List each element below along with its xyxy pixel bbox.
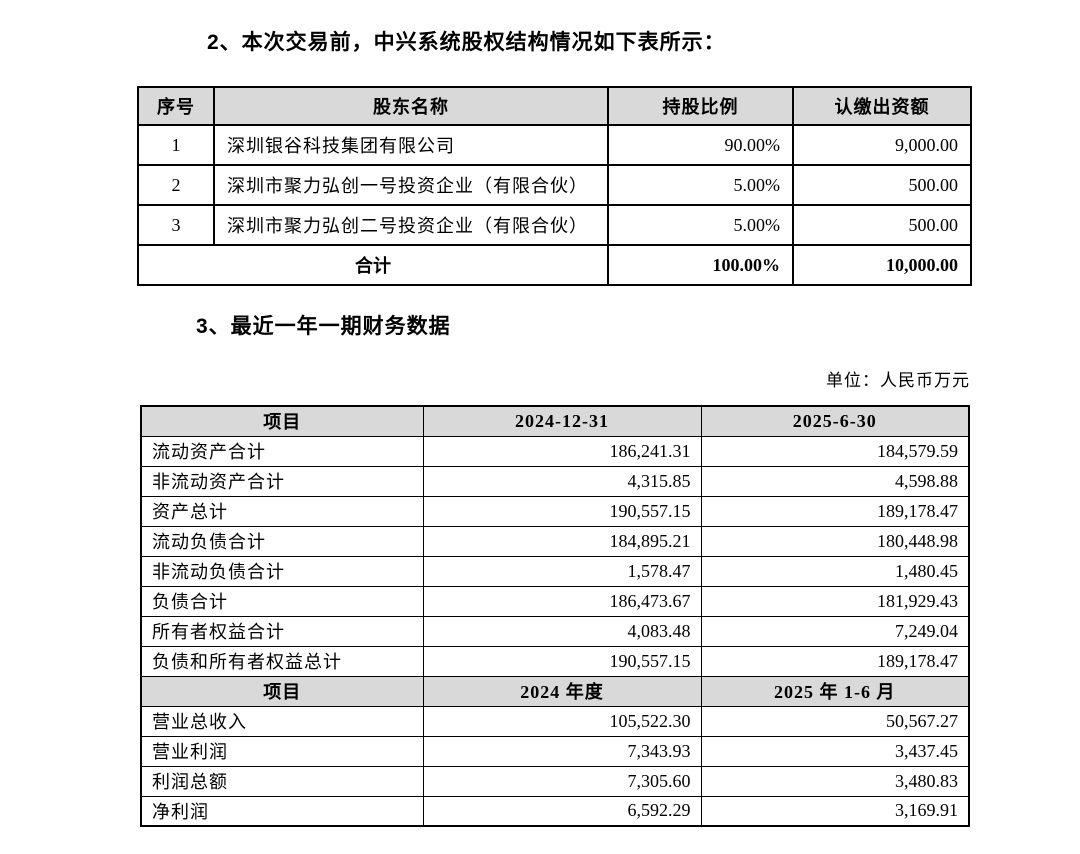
value-2025: 4,598.88 bbox=[700, 465, 970, 497]
item-label: 负债合计 bbox=[140, 585, 424, 617]
table-row: 利润总额 7,305.60 3,480.83 bbox=[140, 765, 970, 797]
capital-value: 500.00 bbox=[792, 164, 972, 206]
shareholder-name: 深圳市聚力弘创二号投资企业（有限合伙） bbox=[213, 204, 609, 246]
ratio-value: 90.00% bbox=[607, 124, 794, 166]
value-2025: 184,579.59 bbox=[700, 435, 970, 467]
value-2025: 189,178.47 bbox=[700, 495, 970, 527]
section-2-heading: 2、本次交易前，中兴系统股权结构情况如下表所示： bbox=[207, 31, 726, 54]
table-row: 非流动负债合计 1,578.47 1,480.45 bbox=[140, 555, 970, 587]
value-2025: 189,178.47 bbox=[700, 645, 970, 677]
value-2024: 7,343.93 bbox=[422, 735, 702, 767]
item-label: 净利润 bbox=[140, 795, 424, 827]
table-row: 营业总收入 105,522.30 50,567.27 bbox=[140, 705, 970, 737]
section-3-heading: 3、最近一年一期财务数据 bbox=[196, 315, 451, 338]
value-2025: 3,437.45 bbox=[700, 735, 970, 767]
value-2024: 7,305.60 bbox=[422, 765, 702, 797]
item-label: 流动资产合计 bbox=[140, 435, 424, 467]
column-header-item: 项目 bbox=[140, 675, 424, 707]
table-row: 负债和所有者权益总计 190,557.15 189,178.47 bbox=[140, 645, 970, 677]
column-header-item: 项目 bbox=[140, 405, 424, 437]
income-header-row: 项目 2024 年度 2025 年 1-6 月 bbox=[140, 675, 970, 707]
table-row: 负债合计 186,473.67 181,929.43 bbox=[140, 585, 970, 617]
column-header-2025-h1: 2025 年 1-6 月 bbox=[700, 675, 970, 707]
capital-value: 9,000.00 bbox=[792, 124, 972, 166]
table-row: 流动负债合计 184,895.21 180,448.98 bbox=[140, 525, 970, 557]
shareholder-name: 深圳市聚力弘创一号投资企业（有限合伙） bbox=[213, 164, 609, 206]
table-row: 所有者权益合计 4,083.48 7,249.04 bbox=[140, 615, 970, 647]
table-row: 1 深圳银谷科技集团有限公司 90.00% 9,000.00 bbox=[137, 124, 972, 166]
value-2024: 4,083.48 bbox=[422, 615, 702, 647]
item-label: 所有者权益合计 bbox=[140, 615, 424, 647]
value-2024: 1,578.47 bbox=[422, 555, 702, 587]
value-2025: 3,169.91 bbox=[700, 795, 970, 827]
financial-data-table: 项目 2024-12-31 2025-6-30 流动资产合计 186,241.3… bbox=[140, 405, 970, 827]
value-2025: 1,480.45 bbox=[700, 555, 970, 587]
total-row: 合计 100.00% 10,000.00 bbox=[137, 244, 972, 286]
value-2025: 181,929.43 bbox=[700, 585, 970, 617]
table-row: 营业利润 7,343.93 3,437.45 bbox=[140, 735, 970, 767]
table-row: 流动资产合计 186,241.31 184,579.59 bbox=[140, 435, 970, 467]
shareholder-structure-table: 序号 股东名称 持股比例 认缴出资额 1 深圳银谷科技集团有限公司 90.00%… bbox=[137, 86, 972, 286]
table-header-row: 序号 股东名称 持股比例 认缴出资额 bbox=[137, 86, 972, 126]
ratio-value: 5.00% bbox=[607, 164, 794, 206]
ratio-value: 5.00% bbox=[607, 204, 794, 246]
shareholder-name: 深圳银谷科技集团有限公司 bbox=[213, 124, 609, 166]
table-row: 净利润 6,592.29 3,169.91 bbox=[140, 795, 970, 827]
item-label: 利润总额 bbox=[140, 765, 424, 797]
value-2025: 50,567.27 bbox=[700, 705, 970, 737]
item-label: 营业利润 bbox=[140, 735, 424, 767]
item-label: 营业总收入 bbox=[140, 705, 424, 737]
value-2025: 7,249.04 bbox=[700, 615, 970, 647]
row-no: 3 bbox=[137, 204, 215, 246]
item-label: 流动负债合计 bbox=[140, 525, 424, 557]
column-header-name: 股东名称 bbox=[213, 86, 609, 126]
value-2024: 6,592.29 bbox=[422, 795, 702, 827]
row-no: 2 bbox=[137, 164, 215, 206]
column-header-2024-12-31: 2024-12-31 bbox=[422, 405, 702, 437]
table-row: 3 深圳市聚力弘创二号投资企业（有限合伙） 5.00% 500.00 bbox=[137, 204, 972, 246]
column-header-2025-6-30: 2025-6-30 bbox=[700, 405, 970, 437]
capital-value: 500.00 bbox=[792, 204, 972, 246]
table-row: 非流动资产合计 4,315.85 4,598.88 bbox=[140, 465, 970, 497]
column-header-capital: 认缴出资额 bbox=[792, 86, 972, 126]
column-header-no: 序号 bbox=[137, 86, 215, 126]
item-label: 非流动负债合计 bbox=[140, 555, 424, 587]
value-2025: 3,480.83 bbox=[700, 765, 970, 797]
row-no: 1 bbox=[137, 124, 215, 166]
value-2024: 186,473.67 bbox=[422, 585, 702, 617]
column-header-2024-year: 2024 年度 bbox=[422, 675, 702, 707]
total-capital: 10,000.00 bbox=[792, 244, 972, 286]
value-2024: 4,315.85 bbox=[422, 465, 702, 497]
value-2024: 105,522.30 bbox=[422, 705, 702, 737]
item-label: 负债和所有者权益总计 bbox=[140, 645, 424, 677]
item-label: 资产总计 bbox=[140, 495, 424, 527]
balance-header-row: 项目 2024-12-31 2025-6-30 bbox=[140, 405, 970, 437]
value-2024: 190,557.15 bbox=[422, 495, 702, 527]
total-label: 合计 bbox=[137, 244, 609, 286]
table-row: 2 深圳市聚力弘创一号投资企业（有限合伙） 5.00% 500.00 bbox=[137, 164, 972, 206]
value-2024: 186,241.31 bbox=[422, 435, 702, 467]
value-2024: 190,557.15 bbox=[422, 645, 702, 677]
column-header-ratio: 持股比例 bbox=[607, 86, 794, 126]
unit-note: 单位：人民币万元 bbox=[826, 371, 970, 390]
table-row: 资产总计 190,557.15 189,178.47 bbox=[140, 495, 970, 527]
item-label: 非流动资产合计 bbox=[140, 465, 424, 497]
total-ratio: 100.00% bbox=[607, 244, 794, 286]
value-2025: 180,448.98 bbox=[700, 525, 970, 557]
value-2024: 184,895.21 bbox=[422, 525, 702, 557]
